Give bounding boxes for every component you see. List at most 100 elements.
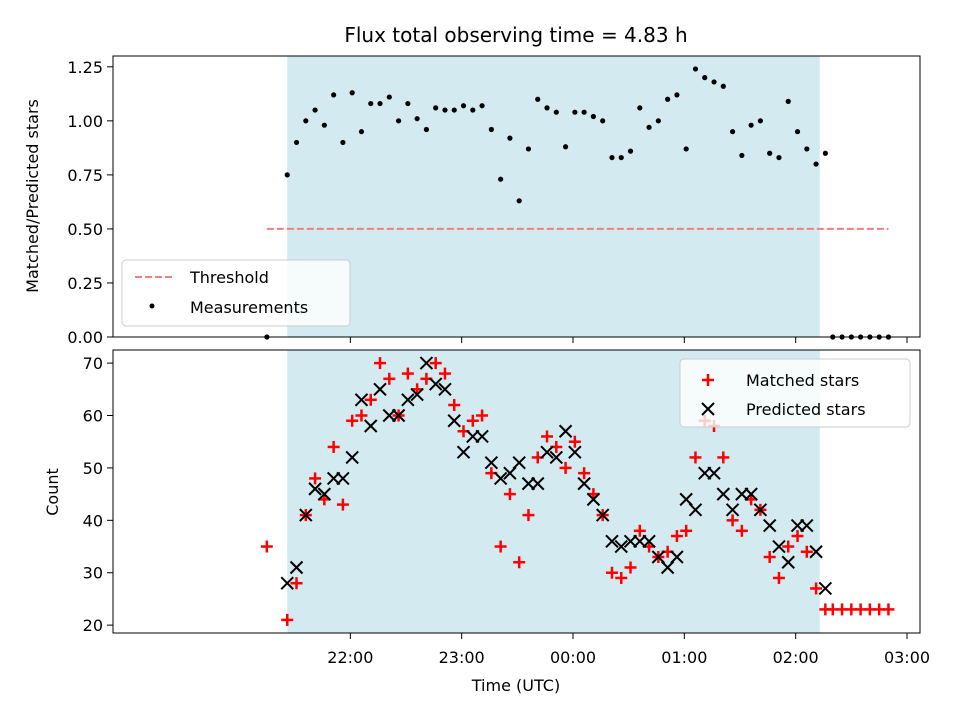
predicted-star-point [410,387,424,402]
bottom-x-ticks: 22:00 23:00 00:00 01:00 02:00 03:00 [327,633,930,667]
measurement-point [516,198,522,204]
matched-star-point [772,571,785,584]
chart-title: Flux total observing time = 4.83 h [344,23,687,47]
predicted-star-point [475,429,489,444]
bottom-y-tick-label: 60 [83,407,103,426]
matched-star-point [882,603,895,616]
measurement-point [349,90,355,96]
matched-star-point [448,399,461,412]
bottom-y-ticks: 20 30 40 50 60 70 [83,354,113,635]
predicted-star-point [753,503,768,517]
predicted-star-point [308,482,322,496]
predicted-star-point [336,471,350,486]
predicted-legend-marker [701,402,715,416]
matched-star-point [541,430,554,443]
matched-star-point [578,467,591,480]
x-tick-label: 01:00 [661,648,707,667]
measurement-point [794,129,801,135]
x-tick-label: 00:00 [550,648,596,667]
predicted-star-point [762,518,777,533]
measurement-point [590,113,597,120]
predicted-star-point [401,393,415,407]
predicted-star-point [531,476,545,491]
measurements-legend-label: Measurements [190,298,308,317]
predicted-star-point [280,576,294,590]
measurement-point [702,75,708,81]
predicted-star-point [772,539,786,554]
matched-star-point [680,524,693,537]
matched-star-point [281,613,294,626]
measurement-point [460,103,467,109]
matched-star-point [670,530,683,543]
measurement-point [739,152,745,159]
matched-legend-label: Matched stars [746,371,859,390]
measurement-point [386,94,392,100]
matched-star-point [429,357,442,370]
measurement-point [470,107,476,113]
matched-star-point [568,435,581,448]
measurement-point [692,66,699,72]
measurement-point [405,100,411,107]
measurement-point [321,122,327,128]
matched-star-point [726,514,739,527]
matched-star-point [327,440,340,453]
matched-star-point [503,488,516,501]
top-observing-window [287,56,820,337]
matched-star-point [559,461,572,474]
matched-star-point [438,367,451,380]
predicted-star-point [707,466,721,480]
measurement-point [535,96,541,102]
matched-star-point [494,540,507,553]
measurement-point [293,139,300,146]
top-y-tick-label: 1.00 [67,112,103,131]
measurement-point [627,148,634,154]
predicted-star-point [345,450,359,465]
matched-star-point [633,524,646,537]
bottom-legend: Matched stars Predicted stars [679,358,911,428]
measurement-point [609,154,615,161]
measurement-point [358,129,365,135]
predicted-star-point [725,503,740,517]
bottom-y-tick-label: 50 [83,459,103,478]
top-plot-frame [112,55,921,338]
measurement-point [813,161,819,167]
matched-star-point [522,509,535,522]
x-tick-label: 02:00 [773,648,819,667]
measurement-point [655,118,661,124]
measurement-point [646,124,652,130]
measurement-point [442,107,448,113]
predicted-star-point [354,393,369,407]
predicted-star-point [614,539,628,554]
measurement-point [488,126,494,133]
matched-star-point [735,524,748,537]
measurement-point [637,105,643,111]
predicted-star-point [670,550,684,564]
predicted-star-point [317,487,332,501]
top-x-ticks [349,337,908,343]
bottom-y-tick-label: 20 [83,616,103,635]
measurement-point [433,105,439,111]
x-tick-label: 23:00 [439,648,485,667]
matched-star-point [791,530,804,543]
predicted-star-point [373,382,387,397]
x-axis-label: Time (UTC) [471,676,560,695]
measurement-point [729,129,736,135]
bottom-plot-frame [112,349,921,634]
measurement-point [683,146,689,152]
matched-star-point [763,551,776,564]
measurement-point [331,92,337,98]
measurement-point [498,176,504,182]
matched-star-point [346,414,359,427]
measurement-point [544,105,550,111]
predicted-star-point [642,534,656,548]
measurement-point [423,126,430,133]
top-y-tick-label: 0.75 [67,166,103,185]
predicted-star-point [364,419,378,433]
predicted-star-point [391,408,406,423]
matched-star-point [336,498,349,511]
measurement-points [264,66,892,340]
predicted-star-point [781,555,795,569]
measurement-point [284,172,290,178]
threshold-legend-label: Threshold [189,268,269,287]
